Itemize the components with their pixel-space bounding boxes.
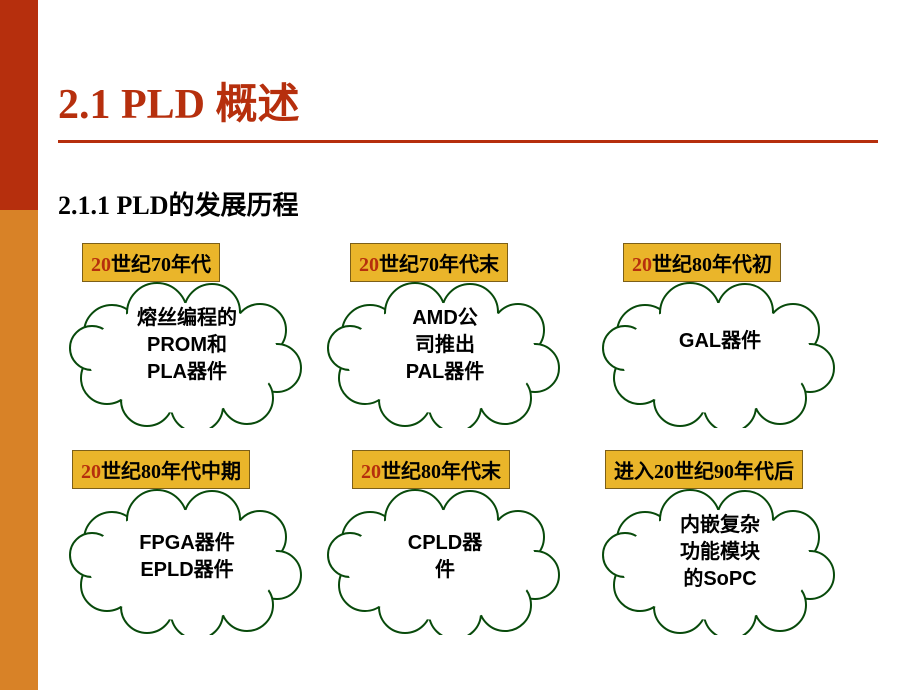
sidebar (0, 0, 38, 690)
era-label-text: 世纪70年代末 (379, 254, 499, 276)
era-label: 进入20世纪90年代后 (605, 450, 803, 489)
era-label-text: 世纪80年代末 (381, 461, 501, 483)
title-divider (58, 140, 878, 143)
slide-title: 2.1 PLD 概述 (58, 70, 300, 131)
era-label-prefix: 20 (81, 461, 101, 483)
timeline-item: 20世纪70年代末 AMD公 司推出 PAL器件 (320, 243, 570, 428)
slide-subtitle: 2.1.1 PLD的发展历程 (58, 185, 299, 222)
timeline-item: 20世纪80年代初 GAL器件 (595, 243, 845, 428)
era-label-text: 世纪80年代中期 (101, 461, 241, 483)
sidebar-accent-top (0, 0, 38, 210)
era-label-prefix: 20 (91, 254, 111, 276)
era-label-prefix: 20 (632, 254, 652, 276)
cloud-text: GAL器件 (595, 328, 845, 355)
cloud-text: AMD公 司推出 PAL器件 (320, 305, 570, 386)
sidebar-accent-bottom (0, 210, 38, 690)
cloud-text: CPLD器 件 (320, 530, 570, 584)
era-label-text: 世纪80年代初 (652, 254, 772, 276)
timeline-item: 20世纪80年代中期 FPGA器件 EPLD器件 (62, 450, 312, 635)
era-label-text: 世纪70年代 (111, 254, 211, 276)
timeline-item: 20世纪80年代末 CPLD器 件 (320, 450, 570, 635)
era-label-prefix: 20 (361, 461, 381, 483)
era-label: 20世纪70年代末 (350, 243, 508, 282)
cloud-text: 熔丝编程的 PROM和 PLA器件 (62, 305, 312, 386)
cloud-text: FPGA器件 EPLD器件 (62, 530, 312, 584)
era-label: 20世纪80年代末 (352, 450, 510, 489)
cloud-text: 内嵌复杂 功能模块 的SoPC (595, 512, 845, 593)
era-label: 20世纪80年代中期 (72, 450, 250, 489)
era-label: 20世纪80年代初 (623, 243, 781, 282)
timeline-item: 进入20世纪90年代后内嵌复杂 功能模块 的SoPC (595, 450, 845, 635)
era-label-prefix: 20 (359, 254, 379, 276)
era-label: 20世纪70年代 (82, 243, 220, 282)
timeline-item: 20世纪70年代熔丝编程的 PROM和 PLA器件 (62, 243, 312, 428)
era-label-text: 进入20世纪90年代后 (614, 461, 794, 483)
